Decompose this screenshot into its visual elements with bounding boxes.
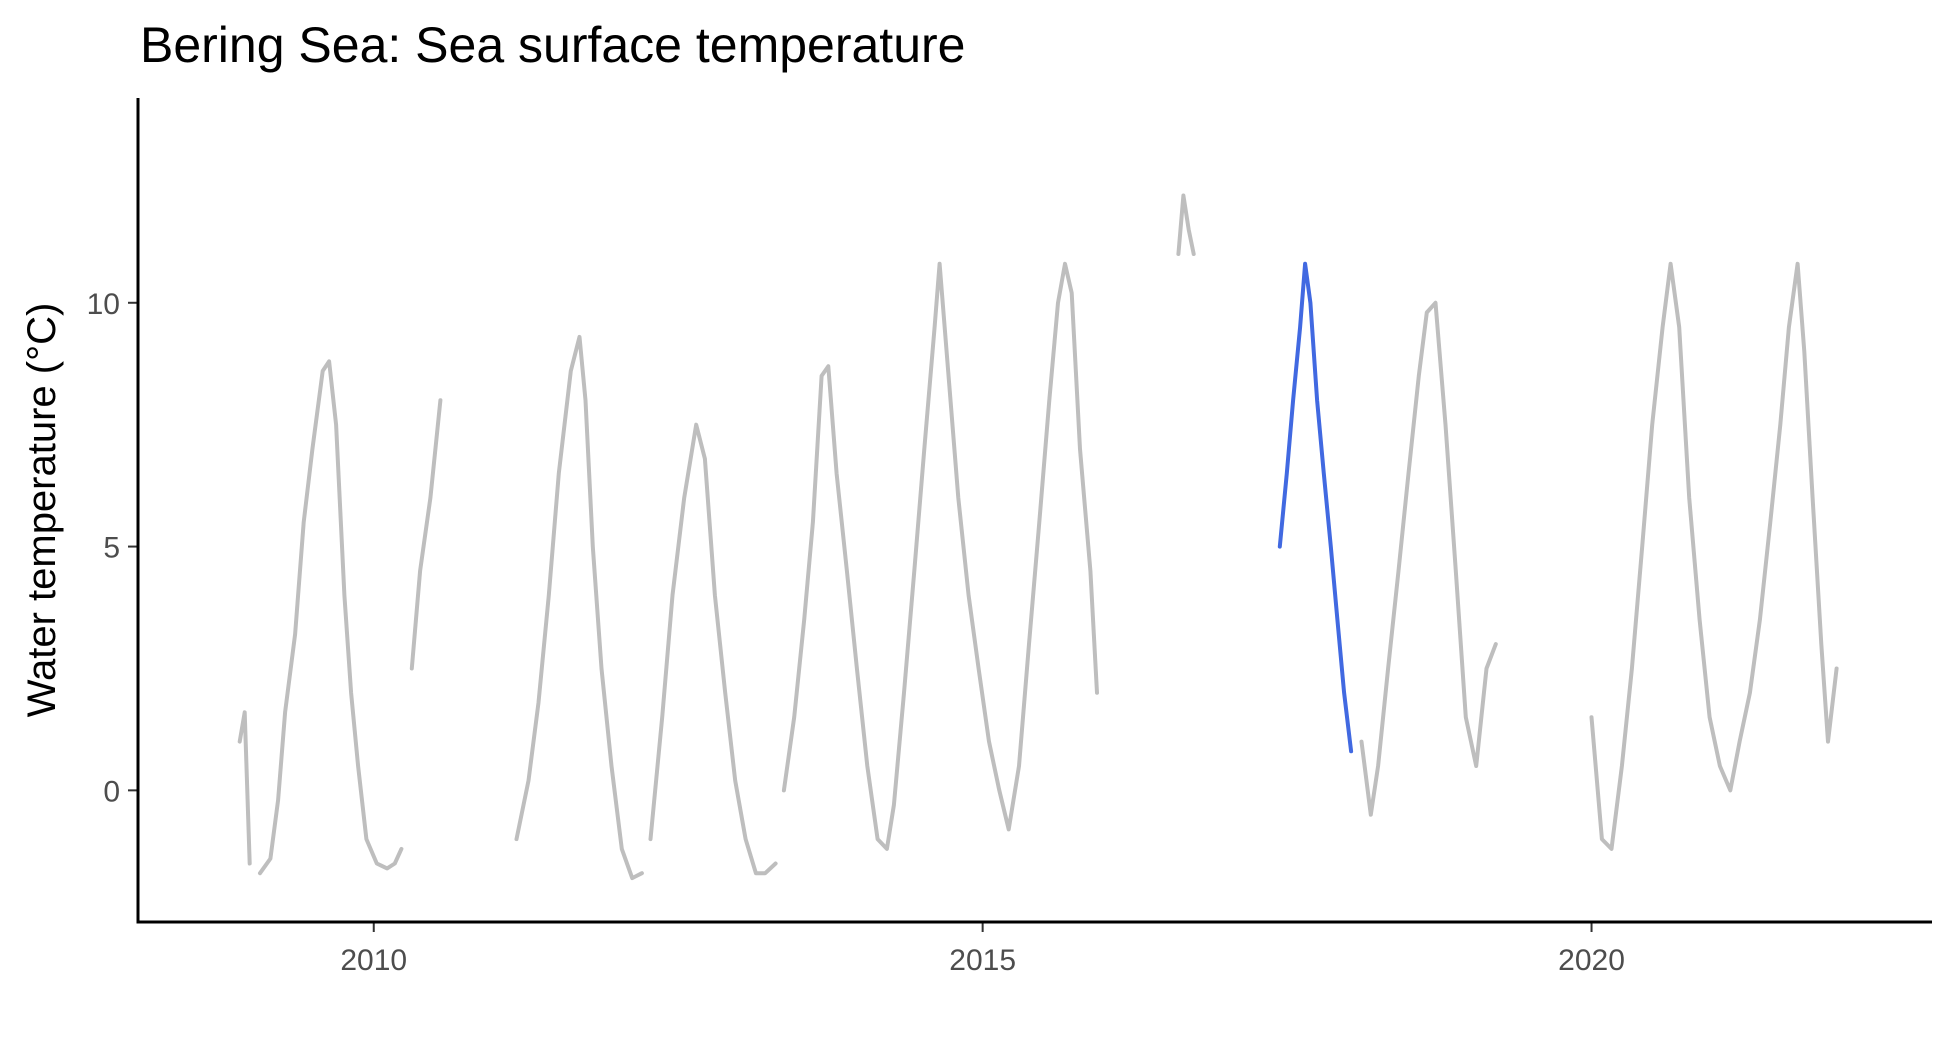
chart-title: Bering Sea: Sea surface temperature bbox=[140, 17, 965, 73]
y-tick-label-1: 5 bbox=[103, 532, 120, 565]
plot-area bbox=[237, 193, 1839, 881]
series-0-segment-2 bbox=[409, 398, 443, 671]
series-0-segment-1 bbox=[258, 359, 404, 876]
y-axis-label: Water temperature (°C) bbox=[20, 303, 64, 718]
series-0-segment-3 bbox=[514, 334, 644, 881]
axis-ticks: 2010 2015 2020 0 5 10 bbox=[87, 288, 1625, 977]
series-0-segment-7 bbox=[1359, 300, 1498, 817]
y-tick-label-0: 0 bbox=[103, 775, 120, 808]
series-1-segment-0 bbox=[1277, 261, 1354, 754]
series-0-segment-0 bbox=[237, 710, 252, 866]
axes bbox=[136, 98, 1932, 924]
x-tick-label-0: 2010 bbox=[340, 944, 407, 977]
series-0-segment-8 bbox=[1589, 261, 1839, 851]
x-tick-label-2: 2020 bbox=[1558, 944, 1625, 977]
x-tick-label-1: 2015 bbox=[949, 944, 1016, 977]
series-0-segment-4 bbox=[648, 422, 778, 876]
series-0-segment-5 bbox=[781, 261, 1099, 851]
y-tick-label-2: 10 bbox=[87, 288, 120, 321]
series-0-segment-6 bbox=[1176, 193, 1196, 256]
